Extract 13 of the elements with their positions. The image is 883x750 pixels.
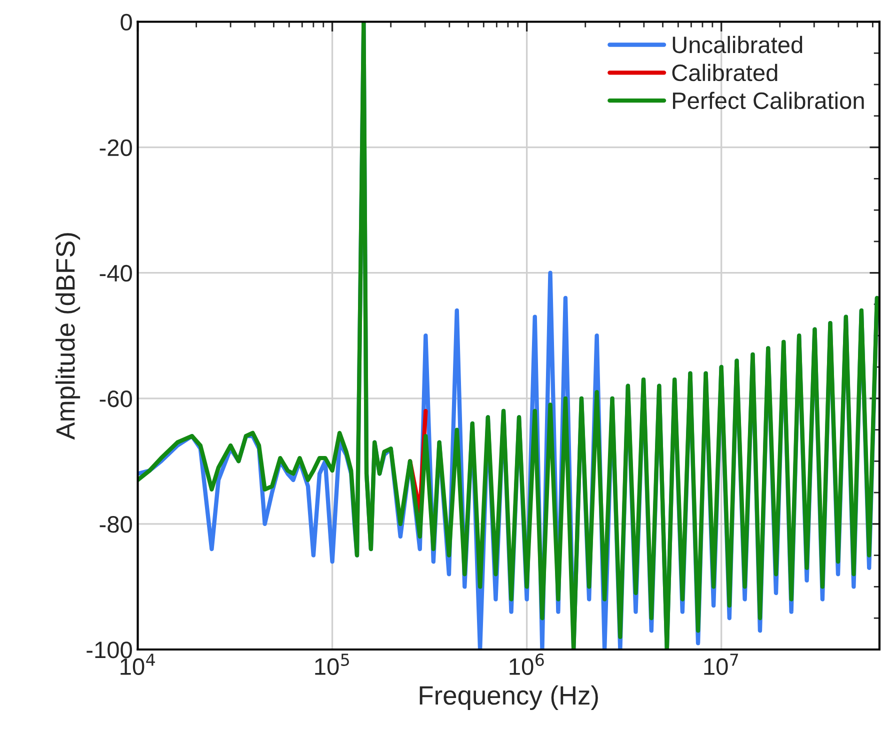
x-tick-label: 10$^{6}$: [510, 653, 544, 675]
x-axis-title: Frequency (Hz): [420, 685, 598, 710]
y-tick-label: -60: [100, 390, 132, 408]
legend-label: Calibrated: [672, 64, 778, 82]
y-tick-label: 0: [120, 14, 132, 31]
legend-label: Perfect Calibration: [673, 92, 864, 110]
y-tick-label: -20: [100, 139, 132, 156]
y-tick-label: -40: [100, 264, 132, 282]
x-tick-label: 10$^{7}$: [704, 654, 738, 676]
y-axis-title: Amplitude (dBFS): [55, 233, 80, 440]
x-tick-label: 10$^{5}$: [315, 654, 349, 676]
legend-label: Uncalibrated: [672, 36, 802, 54]
y-tick-label: -80: [100, 516, 132, 533]
